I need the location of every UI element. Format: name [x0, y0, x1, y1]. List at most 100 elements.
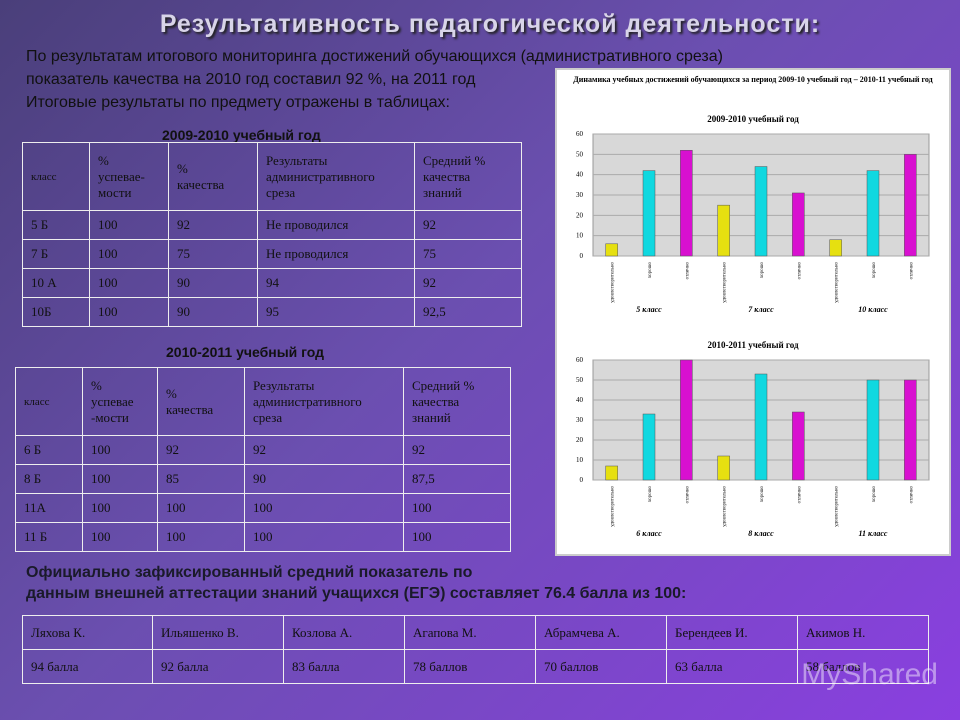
- x-tick-label: удовлетворительно: [835, 486, 840, 527]
- x-tick-label: отлично: [909, 486, 914, 504]
- table-cell: Козлова А.: [283, 615, 405, 650]
- bar: [754, 373, 768, 481]
- x-tick-label: отлично: [685, 262, 690, 280]
- table-cell: 11А: [15, 493, 83, 523]
- table-cell: 78 баллов: [404, 649, 536, 684]
- table-cell: 100: [82, 493, 158, 523]
- table-cell: Ильяшенко В.: [152, 615, 284, 650]
- table-cell: 100: [89, 210, 169, 240]
- table-cell: 92: [157, 435, 245, 465]
- y-tick-label: 60: [576, 356, 584, 364]
- bar: [866, 379, 880, 481]
- table-cell: 92,5: [414, 297, 522, 327]
- x-tick-label: хорошо: [760, 486, 765, 503]
- bar: [717, 455, 730, 481]
- table-row: 8 Б 100 85 90 87,5: [15, 464, 511, 494]
- y-tick-label: 20: [576, 436, 584, 444]
- table-cell: 100: [89, 268, 169, 298]
- table-cell: 75: [414, 239, 522, 269]
- bar: [754, 166, 768, 257]
- x-tick-label: хорошо: [760, 262, 765, 279]
- table-cell: 92 балла: [152, 649, 284, 684]
- table-row: класс% успевае- мости% качества Результат…: [22, 142, 522, 211]
- table-row: 10Б 100 90 95 92,5: [22, 297, 522, 327]
- x-tick-label: удовлетворительно: [723, 262, 728, 303]
- table-cell: % качества: [157, 367, 245, 436]
- table-cell: 100: [82, 522, 158, 552]
- y-tick-label: 40: [576, 396, 584, 404]
- table-cell: 87,5: [403, 464, 511, 494]
- bar: [792, 192, 805, 257]
- y-tick-label: 60: [576, 130, 584, 138]
- x-tick-label: отлично: [797, 486, 802, 504]
- table-cell: 100: [82, 435, 158, 465]
- table-row: 11 Б 100 100 100 100: [15, 522, 511, 552]
- table-cell: 6 Б: [15, 435, 83, 465]
- table-cell: 63 балла: [666, 649, 798, 684]
- table-cell: 100: [244, 493, 404, 523]
- table-row: 5 Б 100 92 Не проводился 92: [22, 210, 522, 240]
- table-row: Ляхова К. Ильяшенко В. Козлова А. Агапова М…: [22, 615, 929, 650]
- bar: [642, 170, 656, 257]
- y-tick-label: 40: [576, 171, 584, 179]
- table-row: 94 балла 92 балла 83 балла 78 баллов 70 балл…: [22, 649, 929, 684]
- table-cell: Результаты административного среза: [244, 367, 404, 436]
- y-tick-label: 50: [576, 376, 584, 384]
- bar: [680, 359, 693, 481]
- table-cell: 95: [257, 297, 415, 327]
- x-tick-label: хорошо: [648, 262, 653, 279]
- y-tick-label: 0: [580, 252, 584, 260]
- table-caption: 2010-2011 учебный год: [166, 344, 325, 360]
- y-tick-label: 10: [576, 456, 584, 464]
- intro-line: Итоговые результаты по предмету отражены…: [26, 94, 450, 111]
- bar: [866, 170, 880, 257]
- watermark: MyShared: [801, 658, 938, 691]
- table-cell: 100: [82, 464, 158, 494]
- x-tick-label: хорошо: [648, 486, 653, 503]
- x-tick-label: удовлетворительно: [611, 486, 616, 527]
- table-cell: % успевае -мости: [82, 367, 158, 436]
- table-cell: класс: [22, 142, 90, 211]
- table-cell: 92: [414, 268, 522, 298]
- bar: [605, 243, 618, 257]
- table-cell: 10Б: [22, 297, 90, 327]
- table-cell: 94: [257, 268, 415, 298]
- group-label: 5 класс: [636, 305, 662, 314]
- table-cell: 92: [403, 435, 511, 465]
- table-row: 10 А 100 90 94 92: [22, 268, 522, 298]
- table-cell: 90: [244, 464, 404, 494]
- x-tick-label: хорошо: [872, 486, 877, 503]
- table-cell: 100: [403, 522, 511, 552]
- table-cell: 8 Б: [15, 464, 83, 494]
- x-tick-label: отлично: [685, 486, 690, 504]
- table-cell: Не проводился: [257, 239, 415, 269]
- bar: [717, 204, 730, 257]
- intro-line: показатель качества на 2010 год составил…: [26, 71, 476, 88]
- table-cell: 94 балла: [22, 649, 153, 684]
- x-tick-label: удовлетворительно: [611, 262, 616, 303]
- bar: [792, 411, 805, 481]
- table-row: 11А 100 100 100 100: [15, 493, 511, 523]
- y-tick-label: 30: [576, 416, 584, 424]
- table: Ляхова К. Ильяшенко В. Козлова А. Агапова М…: [22, 615, 929, 684]
- chart-panel-title: Динамика учебных достижений обучающихся …: [573, 75, 932, 84]
- table-cell: 58 баллов: [797, 649, 929, 684]
- table-cell: Абрамчева А.: [535, 615, 667, 650]
- table-row: 6 Б 100 92 92 92: [15, 435, 511, 465]
- footer-line: Официально зафиксированный средний показ…: [26, 564, 473, 581]
- table-cell: 100: [403, 493, 511, 523]
- table-cell: Берендеев И.: [666, 615, 798, 650]
- table-cell: класс: [15, 367, 83, 436]
- table-cell: Не проводился: [257, 210, 415, 240]
- table-cell: 85: [157, 464, 245, 494]
- table-cell: 10 А: [22, 268, 90, 298]
- table-cell: Ляхова К.: [22, 615, 153, 650]
- charts: Динамика учебных достижений обучающихся …: [573, 75, 932, 538]
- table-cell: 100: [157, 522, 245, 552]
- group-label: 7 класс: [748, 305, 774, 314]
- table-cell: % качества: [168, 142, 258, 211]
- table: класс% успевае- мости% качества Результат…: [22, 142, 522, 327]
- table-cell: 75: [168, 239, 258, 269]
- bar: [904, 154, 917, 257]
